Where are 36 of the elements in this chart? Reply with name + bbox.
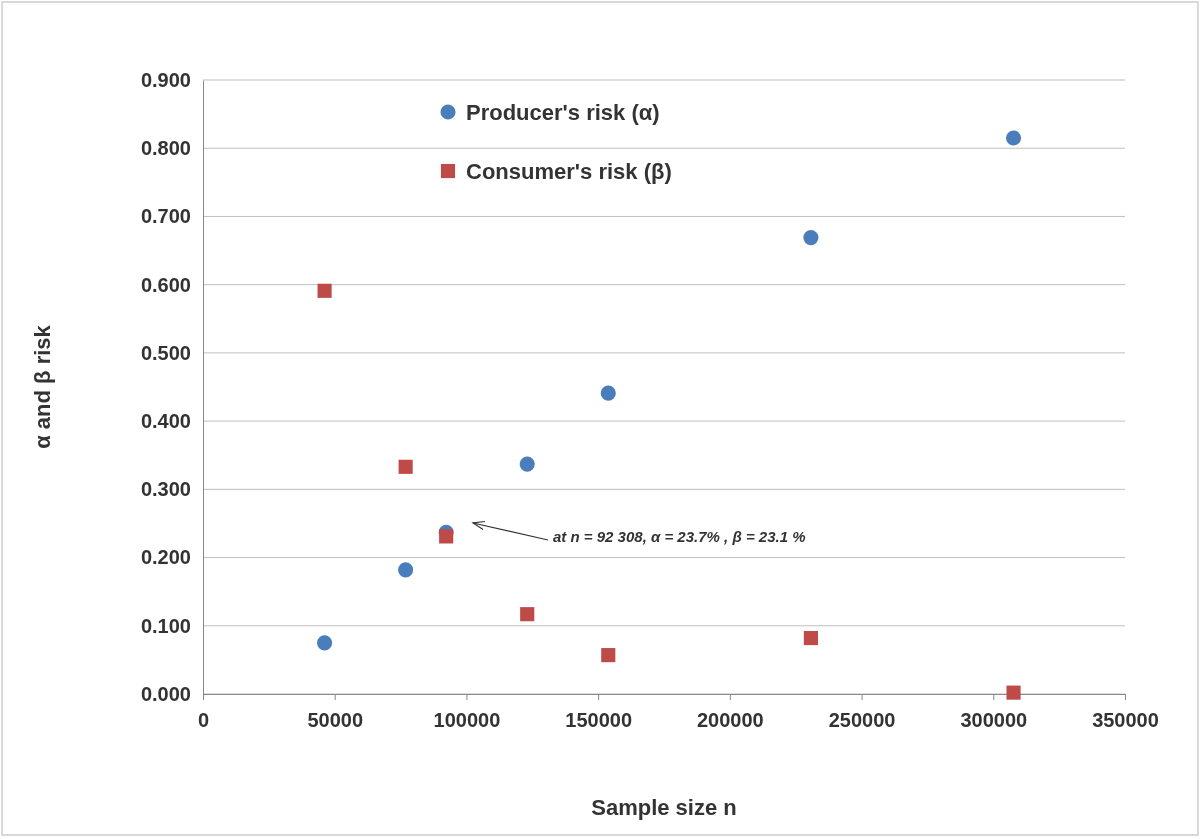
x-tick-label: 300000 [960, 709, 1028, 731]
y-tick-label: 0.600 [140, 273, 191, 296]
x-tick-label: 150000 [565, 709, 633, 731]
annotation: at n = 92 308, α = 23.7% , β = 23.1 % [553, 528, 806, 545]
point [317, 283, 332, 298]
point [803, 630, 818, 646]
y-tick-label: 0.300 [140, 478, 191, 501]
point [520, 607, 535, 622]
point [398, 562, 414, 578]
x-tick-label: 250000 [828, 709, 896, 731]
x-tick-label: 50000 [307, 709, 364, 731]
y-tick-label: 0.800 [140, 137, 191, 160]
y-tick-label: 0.700 [140, 205, 191, 228]
y-tick-label: 0.500 [140, 341, 191, 364]
legend-label: Consumer's risk (β) [466, 159, 672, 184]
point [317, 635, 333, 651]
legend-label: Producer's risk (α) [466, 100, 660, 125]
point [600, 385, 616, 401]
y-tick-label: 0.000 [140, 682, 191, 705]
x-axis-title: Sample size n [591, 795, 737, 820]
point [519, 456, 535, 472]
point [1006, 685, 1021, 700]
point [398, 459, 413, 474]
point [1005, 130, 1022, 146]
y-axis-title: α and β risk [30, 324, 55, 449]
y-tick-label: 0.400 [140, 410, 191, 433]
y-tick-label: 0.900 [140, 68, 191, 91]
x-tick-label: 350000 [1092, 709, 1159, 731]
point [601, 648, 616, 663]
y-tick-label: 0.200 [140, 546, 191, 569]
x-tick-label: 200000 [696, 709, 764, 731]
x-tick-label: 100000 [433, 709, 501, 731]
point [803, 230, 819, 246]
y-tick-label: 0.100 [140, 614, 191, 637]
point [439, 529, 454, 544]
x-tick-label: 0 [197, 709, 210, 731]
